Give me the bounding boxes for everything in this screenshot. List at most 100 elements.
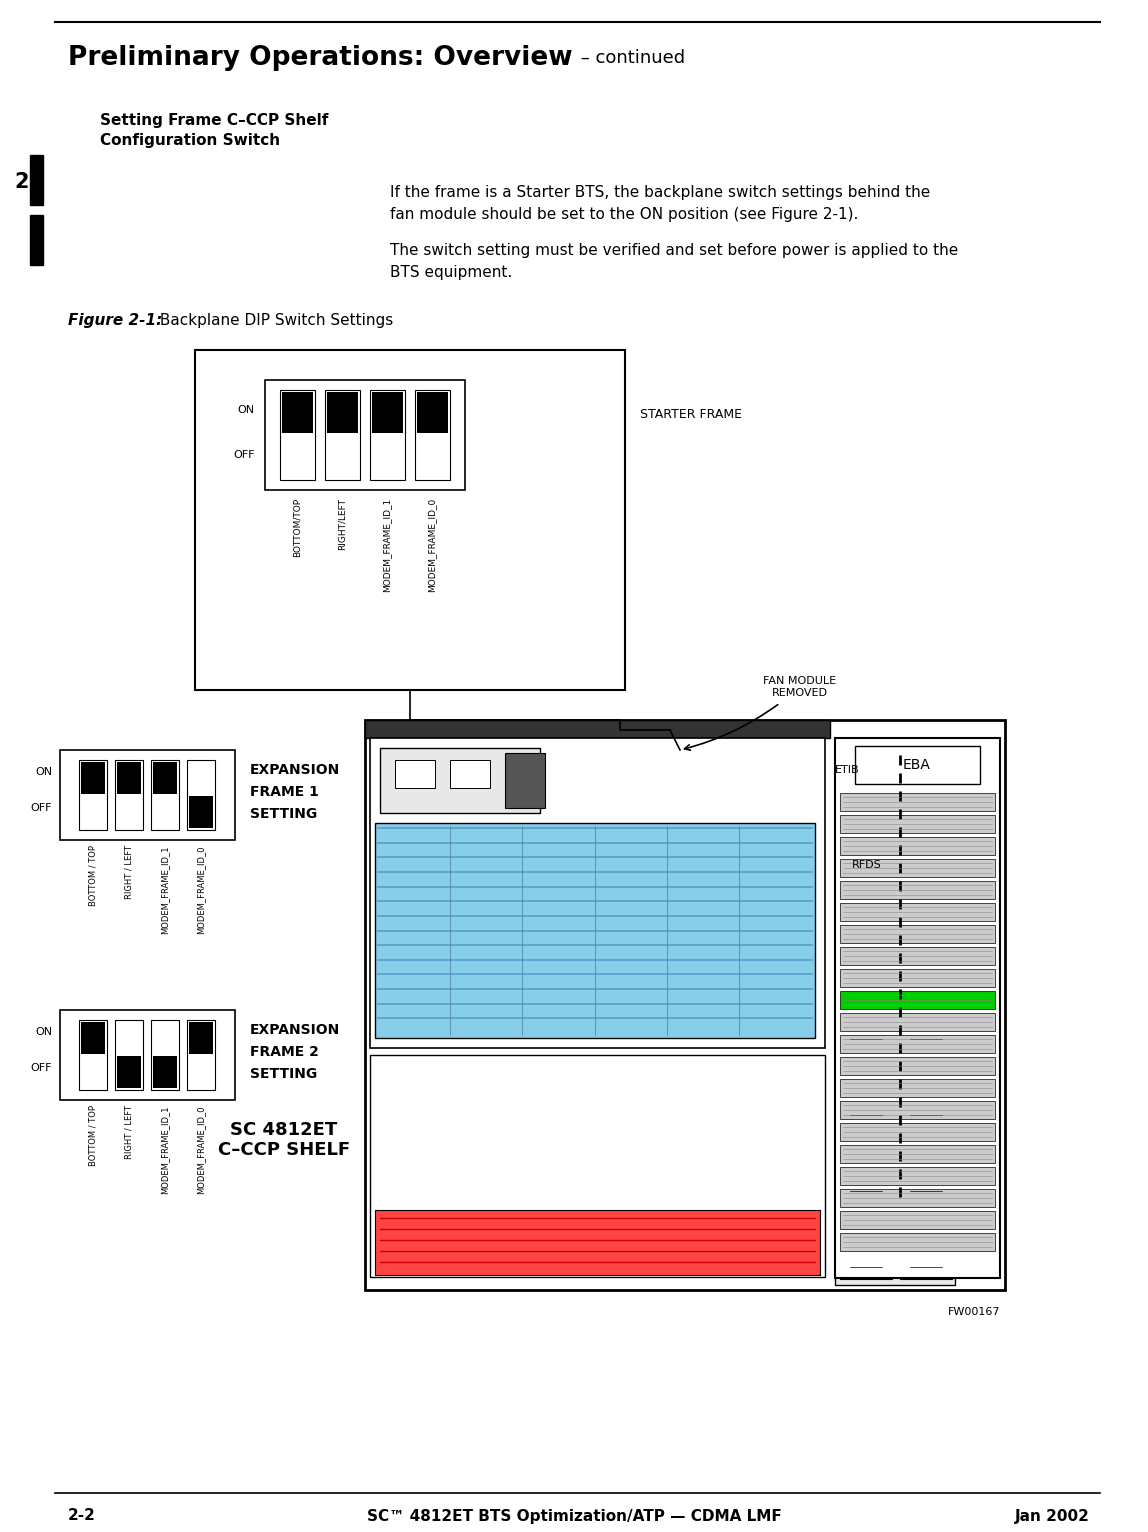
Bar (153, 1056, 177, 1088)
Text: Setting Frame C–CCP Shelf: Setting Frame C–CCP Shelf (100, 112, 328, 127)
Text: SETTING: SETTING (250, 807, 317, 821)
Text: RFDS: RFDS (852, 859, 882, 870)
Bar (375, 1210, 820, 1275)
Bar (840, 1057, 995, 1075)
Text: RIGHT / LEFT: RIGHT / LEFT (124, 846, 133, 899)
Text: BOTTOM/TOP: BOTTOM/TOP (293, 498, 302, 558)
Text: BOTTOM / TOP: BOTTOM / TOP (88, 846, 98, 905)
Bar (835, 820, 900, 910)
Text: FAN MODULE
REMOVED: FAN MODULE REMOVED (763, 677, 837, 699)
Bar (840, 1210, 995, 1229)
Bar (900, 984, 952, 1051)
Bar (265, 380, 465, 490)
Bar (375, 823, 815, 1039)
Bar (82, 761, 104, 794)
Bar (840, 970, 995, 987)
Text: fan module should be set to the ON position (see Figure 2-1).: fan module should be set to the ON posit… (390, 207, 859, 222)
Text: If the frame is a Starter BTS, the backplane switch settings behind the: If the frame is a Starter BTS, the backp… (390, 184, 930, 199)
Text: FW00167: FW00167 (947, 1307, 1000, 1318)
Text: Preliminary Operations: Overview: Preliminary Operations: Overview (68, 44, 573, 70)
Bar (900, 1135, 952, 1203)
Text: EXPANSION: EXPANSION (250, 1023, 340, 1037)
Bar (380, 748, 540, 813)
Circle shape (920, 1163, 932, 1175)
Bar (417, 392, 448, 434)
Bar (450, 760, 490, 787)
Bar (115, 1020, 144, 1089)
Text: BOTTOM / TOP: BOTTOM / TOP (88, 1105, 98, 1166)
Bar (840, 925, 995, 944)
Bar (280, 391, 315, 480)
Bar (840, 947, 995, 965)
Bar (835, 918, 900, 958)
Text: – continued: – continued (575, 49, 685, 67)
Bar (152, 1020, 179, 1089)
Bar (370, 391, 405, 480)
Bar (187, 760, 215, 830)
Bar (900, 1210, 952, 1279)
Bar (325, 391, 360, 480)
Bar (60, 751, 235, 840)
Text: RIGHT / LEFT: RIGHT / LEFT (124, 1105, 133, 1160)
Text: Figure 2-1:: Figure 2-1: (68, 313, 162, 328)
Text: BTS equipment.: BTS equipment. (390, 265, 512, 280)
Bar (840, 1079, 995, 1097)
Bar (840, 1102, 995, 1118)
Text: RIGHT/LEFT: RIGHT/LEFT (338, 498, 347, 550)
Circle shape (860, 1088, 872, 1098)
Bar (835, 974, 955, 1285)
Bar (840, 859, 995, 876)
Bar (79, 1020, 107, 1089)
Bar (840, 1210, 892, 1279)
Bar (195, 349, 625, 689)
Bar (840, 991, 995, 1010)
Bar (282, 392, 313, 434)
Bar (30, 214, 42, 265)
Bar (115, 760, 144, 830)
Text: Backplane DIP Switch Settings: Backplane DIP Switch Settings (155, 313, 394, 328)
Text: SC 4812ET
C–CCP SHELF: SC 4812ET C–CCP SHELF (218, 1120, 350, 1160)
Bar (840, 881, 995, 899)
Text: OFF: OFF (31, 1063, 52, 1072)
Bar (60, 1010, 235, 1100)
Bar (327, 392, 358, 434)
Text: OFF: OFF (31, 803, 52, 813)
Bar (840, 1167, 995, 1184)
Bar (840, 1036, 995, 1052)
Bar (365, 720, 830, 738)
Bar (840, 1123, 995, 1141)
Text: MODEM_FRAME_ID_1: MODEM_FRAME_ID_1 (382, 498, 391, 593)
Text: Configuration Switch: Configuration Switch (100, 132, 280, 147)
Bar (840, 1233, 995, 1252)
Text: 2: 2 (15, 172, 29, 192)
Bar (835, 738, 1000, 1278)
Bar (187, 1020, 215, 1089)
Bar (414, 391, 450, 480)
Bar (840, 1144, 995, 1163)
Bar (370, 738, 825, 1048)
Bar (365, 720, 1004, 1290)
Bar (117, 1056, 141, 1088)
Bar (152, 760, 179, 830)
Bar (840, 836, 995, 855)
Bar (855, 746, 980, 784)
Text: ON: ON (238, 404, 255, 415)
Text: MODEM_FRAME_ID_0: MODEM_FRAME_ID_0 (196, 1105, 205, 1193)
Bar (840, 902, 995, 921)
Bar (82, 1022, 104, 1054)
Text: ON: ON (34, 768, 52, 777)
Circle shape (920, 1088, 932, 1098)
Text: ETIB: ETIB (835, 764, 860, 775)
Bar (505, 754, 545, 807)
Bar (370, 1056, 825, 1278)
Circle shape (920, 1011, 932, 1023)
Bar (189, 797, 214, 827)
Circle shape (860, 1239, 872, 1252)
Bar (900, 1059, 952, 1128)
Text: MODEM_FRAME_ID_1: MODEM_FRAME_ID_1 (161, 846, 170, 933)
Text: The switch setting must be verified and set before power is applied to the: The switch setting must be verified and … (390, 242, 959, 257)
Text: Jan 2002: Jan 2002 (1015, 1509, 1089, 1523)
Bar (189, 1022, 214, 1054)
Text: SC™ 4812ET BTS Optimization/ATP — CDMA LMF: SC™ 4812ET BTS Optimization/ATP — CDMA L… (366, 1509, 782, 1523)
Bar (79, 760, 107, 830)
